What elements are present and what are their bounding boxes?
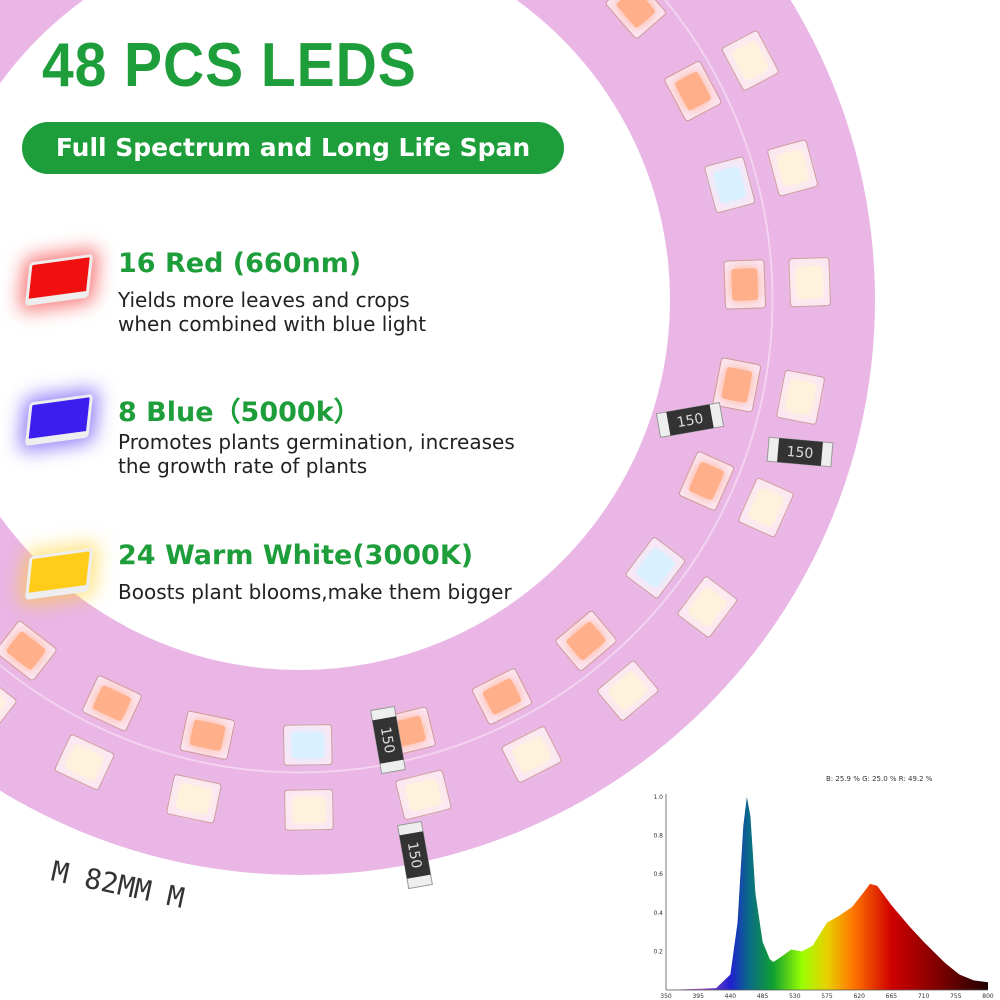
led-chip xyxy=(54,734,115,790)
resistor: 150 xyxy=(655,402,725,438)
ring-pcb xyxy=(0,0,875,875)
led-chip xyxy=(712,357,762,413)
resistor-label: 150 xyxy=(404,841,424,870)
led-chip xyxy=(625,537,686,599)
led-chip xyxy=(501,726,562,783)
led-chip xyxy=(82,675,142,732)
ring-trace xyxy=(0,0,774,774)
ring-size-marking: M 82MM M xyxy=(49,855,188,915)
led-chip xyxy=(0,672,17,732)
led-chip xyxy=(723,259,766,310)
subtitle-banner: Full Spectrum and Long Life Span xyxy=(22,122,564,174)
led-chip xyxy=(166,774,222,824)
x-tick-label: 575 xyxy=(821,993,833,1000)
led-chip xyxy=(597,660,659,721)
led-chip xyxy=(472,668,532,725)
x-tick-label: 530 xyxy=(789,993,801,1000)
y-tick-label: 0.8 xyxy=(653,833,663,840)
chart-title: B: 25.9 % G: 25.0 % R: 49.2 % xyxy=(826,775,933,783)
page-title: 48 PCS LEDS xyxy=(42,31,417,100)
resistor: 150 xyxy=(397,820,433,890)
led-chip xyxy=(677,576,738,638)
led-chip xyxy=(284,789,334,831)
resistor: 150 xyxy=(766,436,834,468)
resistor: 150 xyxy=(370,705,406,775)
white-led-title: 24 Warm White(3000K) xyxy=(118,540,474,571)
x-tick-label: 620 xyxy=(853,993,865,1000)
red-led-desc: Yields more leaves and crops when combin… xyxy=(118,288,427,336)
led-chip xyxy=(767,139,818,197)
x-tick-label: 710 xyxy=(918,993,930,1000)
x-tick-label: 800 xyxy=(982,993,994,1000)
white-led-desc: Boosts plant blooms,make them bigger xyxy=(118,580,512,604)
x-tick-label: 665 xyxy=(886,993,898,1000)
x-tick-label: 485 xyxy=(757,993,769,1000)
x-tick-label: 350 xyxy=(660,993,672,1000)
led-chip xyxy=(664,61,722,122)
led-chip xyxy=(721,30,779,91)
led-chip xyxy=(0,620,57,681)
led-chip xyxy=(179,710,236,760)
led-chip xyxy=(395,769,452,820)
x-tick-label: 755 xyxy=(950,993,962,1000)
led-chip xyxy=(788,257,831,308)
led-chip xyxy=(776,369,825,425)
led-chip xyxy=(605,0,666,39)
resistor-label: 150 xyxy=(377,726,397,755)
resistor-label: 150 xyxy=(676,411,705,431)
led-chip xyxy=(555,610,617,671)
resistor-label: 150 xyxy=(786,444,814,462)
y-tick-label: 0.6 xyxy=(653,871,663,878)
spectrum-area xyxy=(666,797,988,990)
y-tick-label: 0.2 xyxy=(653,948,663,955)
led-chip xyxy=(678,451,735,511)
y-tick-label: 0.4 xyxy=(653,910,663,917)
led-chip xyxy=(704,156,756,214)
spectrum-chart: 350 395 440 485 530 575 620 665 710 755 800 0.2 0.4 0… xyxy=(653,794,994,1000)
x-tick-label: 440 xyxy=(725,993,737,1000)
x-tick-label: 395 xyxy=(692,993,704,1000)
blue-led-title: 8 Blue（5000k） xyxy=(118,397,361,428)
led-chip xyxy=(738,477,794,538)
led-chip xyxy=(282,724,333,766)
red-led-title: 16 Red (660nm) xyxy=(118,248,362,279)
y-tick-label: 1.0 xyxy=(653,794,663,801)
blue-led-desc: Promotes plants germination, increases t… xyxy=(118,430,515,478)
